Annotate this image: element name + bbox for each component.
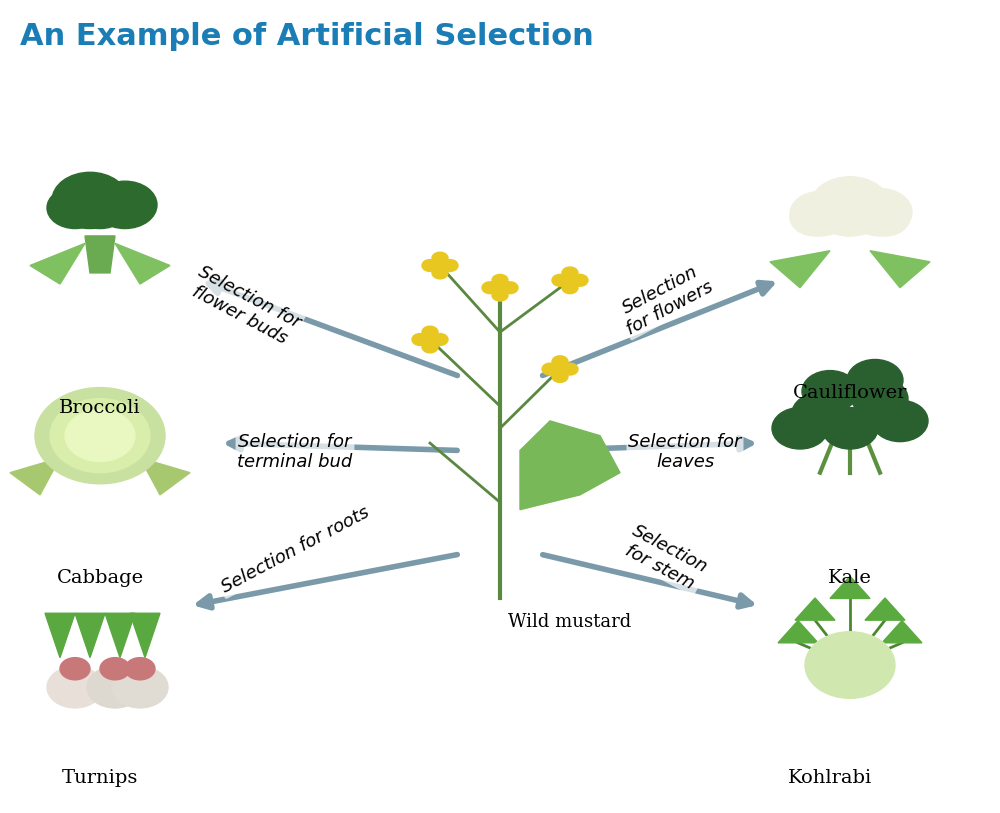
- Text: Selection for
leaves: Selection for leaves: [628, 433, 742, 472]
- Circle shape: [482, 282, 498, 293]
- Text: Kohlrabi: Kohlrabi: [788, 768, 872, 787]
- Circle shape: [422, 259, 438, 272]
- Text: Wild mustard: Wild mustard: [508, 613, 632, 631]
- Circle shape: [562, 282, 578, 293]
- Circle shape: [852, 378, 908, 420]
- Text: Kale: Kale: [828, 569, 872, 587]
- Circle shape: [552, 275, 568, 286]
- Circle shape: [65, 410, 135, 462]
- Circle shape: [802, 371, 858, 412]
- Text: Selection for roots: Selection for roots: [218, 504, 372, 597]
- Circle shape: [822, 194, 878, 236]
- Circle shape: [422, 326, 438, 338]
- Circle shape: [792, 393, 848, 434]
- Circle shape: [60, 658, 90, 680]
- Circle shape: [432, 267, 448, 279]
- Circle shape: [552, 363, 568, 375]
- Circle shape: [112, 667, 168, 708]
- Polygon shape: [882, 620, 922, 643]
- Polygon shape: [105, 613, 135, 658]
- Circle shape: [35, 388, 165, 484]
- Circle shape: [125, 658, 155, 680]
- Circle shape: [542, 363, 558, 375]
- Polygon shape: [75, 613, 105, 658]
- Circle shape: [790, 192, 850, 236]
- Circle shape: [432, 252, 448, 264]
- Circle shape: [790, 199, 840, 236]
- Circle shape: [822, 407, 878, 449]
- Polygon shape: [520, 421, 620, 510]
- Circle shape: [93, 181, 157, 228]
- Circle shape: [47, 187, 103, 228]
- Circle shape: [70, 184, 130, 228]
- Polygon shape: [10, 458, 60, 495]
- Circle shape: [422, 333, 438, 346]
- Circle shape: [432, 333, 448, 346]
- Circle shape: [562, 267, 578, 279]
- Circle shape: [848, 189, 912, 236]
- Polygon shape: [115, 243, 170, 284]
- Polygon shape: [30, 243, 85, 284]
- Circle shape: [422, 341, 438, 353]
- Circle shape: [810, 176, 890, 236]
- Circle shape: [47, 667, 103, 708]
- Circle shape: [100, 658, 130, 680]
- Text: Broccoli: Broccoli: [59, 398, 141, 417]
- Polygon shape: [795, 598, 835, 620]
- Circle shape: [572, 275, 588, 286]
- Circle shape: [492, 275, 508, 286]
- Circle shape: [432, 259, 448, 272]
- Text: Selection for
flower buds: Selection for flower buds: [186, 263, 304, 350]
- Polygon shape: [770, 250, 830, 288]
- Polygon shape: [870, 250, 930, 288]
- Polygon shape: [778, 620, 818, 643]
- Text: Selection for
terminal bud: Selection for terminal bud: [237, 433, 353, 472]
- Polygon shape: [865, 598, 905, 620]
- Circle shape: [805, 632, 895, 698]
- Text: Selection
for flowers: Selection for flowers: [614, 259, 716, 338]
- Circle shape: [492, 289, 508, 301]
- Circle shape: [552, 371, 568, 382]
- Circle shape: [52, 172, 128, 228]
- Circle shape: [552, 356, 568, 367]
- Polygon shape: [140, 458, 190, 495]
- Circle shape: [502, 282, 518, 293]
- Text: Turnips: Turnips: [62, 768, 138, 787]
- Polygon shape: [85, 236, 115, 273]
- Circle shape: [860, 199, 910, 236]
- Circle shape: [442, 259, 458, 272]
- Text: Selection
for stem: Selection for stem: [619, 521, 711, 594]
- Circle shape: [87, 667, 143, 708]
- Circle shape: [872, 400, 928, 441]
- Circle shape: [492, 282, 508, 293]
- Circle shape: [50, 398, 150, 472]
- Circle shape: [772, 407, 828, 449]
- Text: Cauliflower: Cauliflower: [793, 384, 907, 402]
- Polygon shape: [130, 613, 160, 658]
- Circle shape: [412, 333, 428, 346]
- Text: Cabbage: Cabbage: [56, 569, 144, 587]
- Circle shape: [562, 275, 578, 286]
- Circle shape: [847, 359, 903, 401]
- Polygon shape: [830, 576, 870, 598]
- Circle shape: [562, 363, 578, 375]
- Text: An Example of Artificial Selection: An Example of Artificial Selection: [20, 22, 594, 51]
- Polygon shape: [45, 613, 75, 658]
